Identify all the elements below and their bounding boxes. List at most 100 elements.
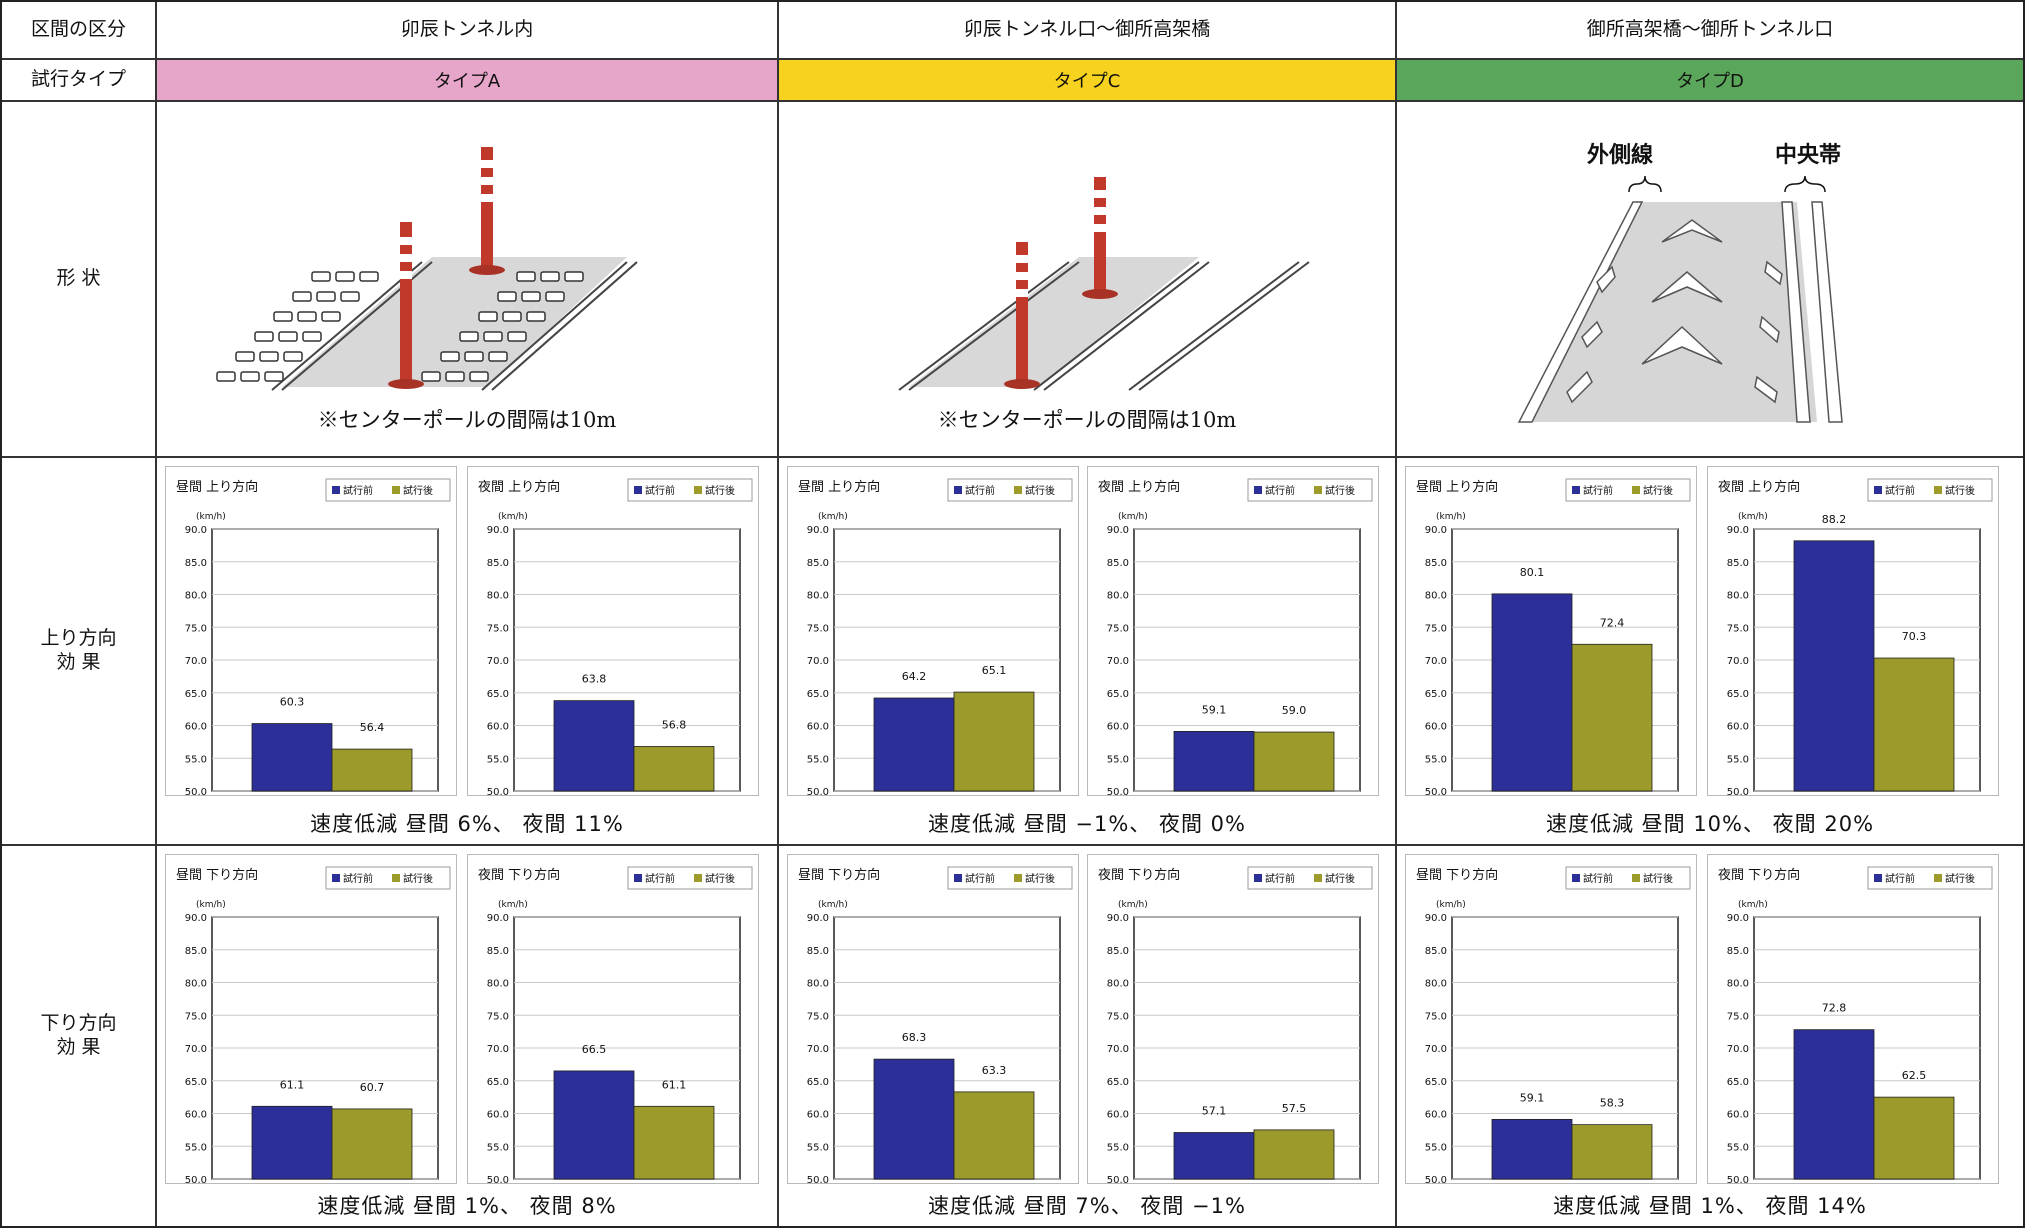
up-effect-a: 昼間 上り方向 試行前 試行後 (km/h) 90.0 85.0 80.0 75.0 70.0 6… — [157, 458, 779, 844]
y-unit-label: (km/h) — [196, 512, 226, 522]
y-tick-label: 65.0 — [185, 689, 207, 700]
y-tick-label: 50.0 — [1425, 1175, 1447, 1183]
y-unit-label: (km/h) — [1436, 512, 1466, 522]
bar-before — [873, 1058, 955, 1180]
y-tick-label: 80.0 — [1107, 979, 1129, 990]
y-tick-label: 55.0 — [1727, 1142, 1749, 1153]
y-tick-label: 50.0 — [807, 787, 829, 795]
legend-label-after: 試行後 — [403, 872, 433, 885]
data-label: 72.8 — [1822, 1002, 1847, 1015]
y-tick-label: 60.0 — [1425, 1110, 1447, 1121]
y-tick-label: 60.0 — [1107, 1110, 1129, 1121]
y-unit-label: (km/h) — [498, 512, 528, 522]
data-label: 57.5 — [1282, 1102, 1307, 1115]
y-tick-label: 70.0 — [807, 656, 829, 667]
header-row: 区間の区分 卯辰トンネル内 卯辰トンネル口～御所高架橋 御所高架橋～御所トンネル… — [2, 2, 2023, 60]
bar-chart-svg: 昼間 下り方向 試行前 試行後 (km/h) 90.0 85.0 80.0 75.0 70.0 6… — [1416, 866, 1691, 1183]
y-tick-label: 75.0 — [1425, 1011, 1447, 1022]
bar-before — [1491, 1118, 1573, 1180]
down-effect-label-cell: 下り方向効 果 — [2, 846, 157, 1226]
y-tick-label: 90.0 — [1107, 913, 1129, 924]
summary-down-d: 速度低減 昼間 1%、 夜間 14% — [1553, 1194, 1867, 1218]
legend-swatch-after — [1314, 874, 1322, 882]
legend-swatch-before — [1572, 486, 1580, 494]
outer-line-label: 外側線 — [1587, 142, 1653, 168]
data-label: 66.5 — [582, 1043, 607, 1056]
data-label: 59.0 — [1282, 704, 1307, 717]
chart-up-day-a: 昼間 上り方向 試行前 試行後 (km/h) 90.0 85.0 80.0 75.0 70.0 6… — [165, 466, 457, 796]
y-tick-label: 80.0 — [1107, 591, 1129, 602]
y-tick-label: 55.0 — [487, 754, 509, 765]
data-label: 62.5 — [1902, 1069, 1927, 1082]
y-tick-label: 55.0 — [807, 1142, 829, 1153]
y-tick-label: 90.0 — [1727, 525, 1749, 536]
legend-box — [627, 478, 753, 502]
shape-label: 形 状 — [56, 267, 101, 290]
data-label: 80.1 — [1520, 566, 1545, 579]
bar-before — [251, 1105, 333, 1180]
y-tick-label: 50.0 — [487, 1175, 509, 1183]
down-effect-d: 昼間 下り方向 試行前 試行後 (km/h) 90.0 85.0 80.0 75.0 70.0 6… — [1397, 846, 2023, 1226]
y-tick-label: 60.0 — [807, 1110, 829, 1121]
pole-interval-note-c: ※センターポールの間隔は10m — [937, 408, 1237, 432]
legend-label-before: 試行前 — [343, 484, 373, 497]
up-effect-label: 上り方向効 果 — [40, 627, 117, 673]
type-c-label: タイプC — [1053, 71, 1121, 92]
y-tick-label: 65.0 — [1425, 1077, 1447, 1088]
data-label: 56.8 — [662, 718, 687, 731]
bar-before — [553, 700, 635, 792]
legend-label-after: 試行後 — [1025, 872, 1055, 885]
y-tick-label: 65.0 — [1107, 1077, 1129, 1088]
chart-title: 昼間 下り方向 — [1416, 867, 1498, 883]
type-d-bar: タイプD — [1397, 60, 2023, 100]
bar-after — [1571, 1124, 1653, 1180]
up-effect-d: 昼間 上り方向 試行前 試行後 (km/h) 90.0 85.0 80.0 75.0 70.0 6… — [1397, 458, 2023, 844]
y-tick-label: 85.0 — [185, 946, 207, 957]
y-tick-label: 65.0 — [487, 1077, 509, 1088]
y-unit-label: (km/h) — [498, 900, 528, 910]
y-tick-label: 55.0 — [185, 1142, 207, 1153]
chart-title: 昼間 下り方向 — [176, 867, 258, 883]
y-tick-label: 70.0 — [1107, 1044, 1129, 1055]
y-tick-label: 70.0 — [1727, 656, 1749, 667]
legend-swatch-after — [1314, 486, 1322, 494]
summary-down-a: 速度低減 昼間 1%、 夜間 8% — [317, 1194, 617, 1218]
legend-swatch-after — [1632, 486, 1640, 494]
data-label: 58.3 — [1600, 1097, 1625, 1110]
chart-down-night-a: 夜間 下り方向 試行前 試行後 (km/h) 90.0 85.0 80.0 75.0 70.0 6… — [467, 854, 759, 1184]
chart-title: 夜間 上り方向 — [1098, 479, 1180, 495]
y-tick-label: 85.0 — [1425, 946, 1447, 957]
down-effect-row: 下り方向効 果 昼間 下り方向 試行前 試行後 (km/h) 90.0 85.0 80.0 7… — [2, 846, 2023, 1226]
y-tick-label: 85.0 — [807, 558, 829, 569]
bar-after — [331, 748, 413, 792]
y-tick-label: 75.0 — [1727, 623, 1749, 634]
data-label: 61.1 — [662, 1078, 687, 1091]
y-tick-label: 75.0 — [487, 1011, 509, 1022]
y-tick-label: 90.0 — [487, 913, 509, 924]
y-tick-label: 50.0 — [1727, 787, 1749, 795]
bar-after — [1253, 731, 1335, 792]
y-tick-label: 90.0 — [1425, 525, 1447, 536]
y-tick-label: 70.0 — [487, 656, 509, 667]
y-tick-label: 75.0 — [1107, 623, 1129, 634]
summary-up-c: 速度低減 昼間 −1%、 夜間 0% — [928, 812, 1246, 836]
y-tick-label: 60.0 — [1425, 722, 1447, 733]
y-tick-label: 75.0 — [1727, 1011, 1749, 1022]
legend-swatch-after — [694, 874, 702, 882]
legend-label-before: 試行前 — [1885, 484, 1915, 497]
bar-chart-svg: 昼間 上り方向 試行前 試行後 (km/h) 90.0 85.0 80.0 75.0 70.0 6… — [1416, 478, 1691, 795]
chart-title: 昼間 下り方向 — [798, 867, 880, 883]
y-tick-label: 60.0 — [185, 1110, 207, 1121]
header-label: 区間の区分 — [30, 18, 126, 41]
pole-interval-note-a: ※センターポールの間隔は10m — [317, 408, 617, 432]
legend-label-before: 試行前 — [1583, 484, 1613, 497]
y-tick-label: 80.0 — [807, 591, 829, 602]
y-tick-label: 60.0 — [1727, 722, 1749, 733]
y-tick-label: 70.0 — [1425, 1044, 1447, 1055]
legend-label-after: 試行後 — [1643, 872, 1673, 885]
chart-title: 昼間 上り方向 — [798, 479, 880, 495]
y-tick-label: 65.0 — [807, 689, 829, 700]
type-a-label: タイプA — [433, 71, 501, 92]
type-label-cell: 試行タイプ — [2, 60, 157, 100]
legend-box — [325, 478, 451, 502]
